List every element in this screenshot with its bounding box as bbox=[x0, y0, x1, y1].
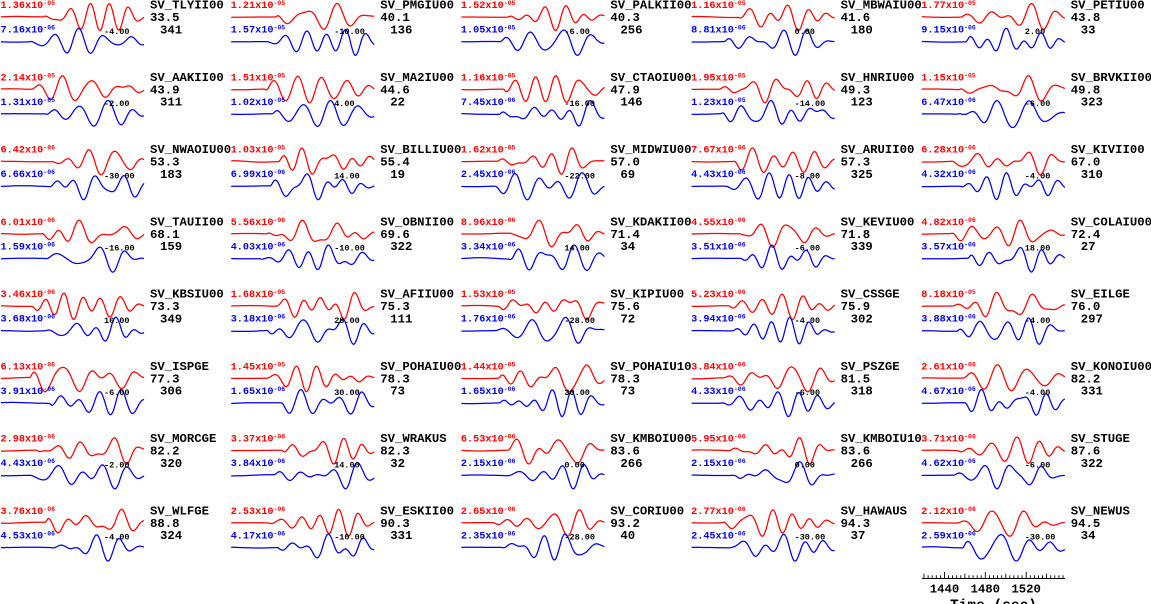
svg-text:69: 69 bbox=[620, 168, 635, 182]
svg-text:1480: 1480 bbox=[971, 583, 1001, 597]
svg-text:318: 318 bbox=[851, 385, 873, 399]
svg-text:339: 339 bbox=[851, 240, 873, 254]
svg-text:14.00: 14.00 bbox=[334, 171, 360, 181]
svg-text:37: 37 bbox=[851, 529, 866, 543]
svg-text:-16.00: -16.00 bbox=[104, 244, 135, 254]
svg-text:310: 310 bbox=[1081, 168, 1103, 182]
svg-text:34: 34 bbox=[1081, 529, 1096, 543]
svg-text:22: 22 bbox=[390, 96, 405, 110]
svg-text:18.00: 18.00 bbox=[1025, 244, 1051, 254]
svg-text:73: 73 bbox=[390, 385, 405, 399]
svg-text:-4.00: -4.00 bbox=[1025, 316, 1051, 326]
svg-text:73: 73 bbox=[620, 385, 635, 399]
svg-text:-2.00: -2.00 bbox=[104, 99, 130, 109]
svg-text:Time (sec): Time (sec) bbox=[950, 599, 1037, 604]
svg-text:0.00: 0.00 bbox=[795, 460, 815, 470]
svg-text:34: 34 bbox=[620, 240, 635, 254]
svg-text:0.00: 0.00 bbox=[564, 460, 584, 470]
svg-text:322: 322 bbox=[390, 240, 412, 254]
svg-text:-30.00: -30.00 bbox=[104, 171, 135, 181]
svg-text:-14.00: -14.00 bbox=[795, 99, 826, 109]
svg-text:33: 33 bbox=[1081, 23, 1096, 37]
svg-text:19: 19 bbox=[390, 168, 405, 182]
svg-text:256: 256 bbox=[620, 23, 642, 37]
svg-text:302: 302 bbox=[851, 312, 873, 326]
svg-text:-4.00: -4.00 bbox=[104, 27, 130, 37]
svg-text:2.00: 2.00 bbox=[1025, 27, 1045, 37]
svg-text:-6.00: -6.00 bbox=[564, 27, 590, 37]
svg-text:16.00: 16.00 bbox=[104, 316, 130, 326]
svg-text:32: 32 bbox=[390, 457, 405, 471]
svg-text:159: 159 bbox=[160, 240, 182, 254]
svg-text:-30.00: -30.00 bbox=[795, 533, 826, 543]
svg-text:111: 111 bbox=[390, 312, 412, 326]
svg-text:-4.00: -4.00 bbox=[1025, 388, 1051, 398]
svg-text:30.00: 30.00 bbox=[334, 388, 360, 398]
svg-text:-10.00: -10.00 bbox=[334, 27, 365, 37]
svg-text:28.00: 28.00 bbox=[334, 316, 360, 326]
svg-text:311: 311 bbox=[160, 96, 182, 110]
svg-text:14.00: 14.00 bbox=[334, 460, 360, 470]
svg-text:297: 297 bbox=[1081, 312, 1103, 326]
svg-text:320: 320 bbox=[160, 457, 182, 471]
svg-text:-6.00: -6.00 bbox=[104, 388, 130, 398]
svg-text:-28.00: -28.00 bbox=[564, 533, 595, 543]
svg-text:306: 306 bbox=[160, 385, 182, 399]
svg-text:325: 325 bbox=[851, 168, 873, 182]
svg-text:349: 349 bbox=[160, 312, 182, 326]
svg-text:183: 183 bbox=[160, 168, 182, 182]
svg-text:136: 136 bbox=[390, 23, 412, 37]
svg-text:322: 322 bbox=[1081, 457, 1103, 471]
svg-text:14.00: 14.00 bbox=[564, 244, 590, 254]
svg-text:331: 331 bbox=[390, 529, 412, 543]
svg-text:-2.00: -2.00 bbox=[104, 460, 130, 470]
svg-text:72: 72 bbox=[620, 312, 635, 326]
svg-text:-8.00: -8.00 bbox=[795, 171, 821, 181]
svg-text:123: 123 bbox=[851, 96, 873, 110]
svg-text:-22.00: -22.00 bbox=[564, 171, 595, 181]
svg-text:-6.00: -6.00 bbox=[795, 388, 821, 398]
svg-text:-28.00: -28.00 bbox=[564, 316, 595, 326]
svg-text:40: 40 bbox=[620, 529, 635, 543]
svg-text:266: 266 bbox=[851, 457, 873, 471]
svg-text:-16.00: -16.00 bbox=[564, 99, 595, 109]
svg-text:-10.00: -10.00 bbox=[334, 244, 365, 254]
svg-text:180: 180 bbox=[851, 23, 873, 37]
svg-text:266: 266 bbox=[620, 457, 642, 471]
svg-text:331: 331 bbox=[1081, 385, 1103, 399]
svg-text:-6.00: -6.00 bbox=[795, 244, 821, 254]
svg-text:341: 341 bbox=[160, 23, 182, 37]
svg-text:-10.00: -10.00 bbox=[334, 533, 365, 543]
svg-text:-6.00: -6.00 bbox=[1025, 460, 1051, 470]
svg-text:-4.00: -4.00 bbox=[104, 533, 130, 543]
svg-text:-4.00: -4.00 bbox=[1025, 171, 1051, 181]
svg-text:323: 323 bbox=[1081, 96, 1103, 110]
svg-text:-4.00: -4.00 bbox=[795, 316, 821, 326]
svg-text:1520: 1520 bbox=[1011, 583, 1041, 597]
svg-text:324: 324 bbox=[160, 529, 183, 543]
svg-text:-30.00: -30.00 bbox=[1025, 533, 1056, 543]
svg-text:146: 146 bbox=[620, 96, 642, 110]
svg-text:30.00: 30.00 bbox=[564, 388, 590, 398]
svg-text:-6.00: -6.00 bbox=[1025, 99, 1051, 109]
svg-text:4.00: 4.00 bbox=[334, 99, 354, 109]
svg-text:1440: 1440 bbox=[930, 583, 960, 597]
svg-text:27: 27 bbox=[1081, 240, 1096, 254]
svg-text:0.00: 0.00 bbox=[795, 27, 815, 37]
